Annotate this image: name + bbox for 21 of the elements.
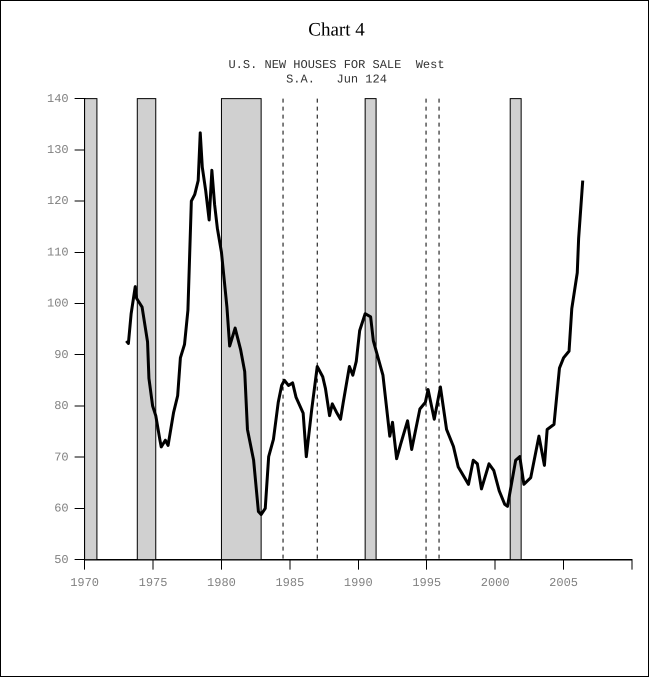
x-tick-label: 1995 — [412, 576, 442, 590]
y-tick-label: 120 — [46, 194, 69, 208]
chart-subtitle: U.S. NEW HOUSES FOR SALE West — [228, 58, 445, 72]
y-tick-label: 50 — [54, 552, 69, 567]
text: S.A. Jun 124 — [286, 72, 387, 87]
chart-title: Chart 4 — [308, 19, 366, 40]
y-tick-label: 90 — [54, 348, 69, 362]
x-tick-label: 1970 — [70, 576, 100, 590]
x-tick-label: 1980 — [207, 576, 236, 590]
x-tick-label: 1975 — [138, 576, 168, 590]
x-tick-label: 2005 — [549, 576, 578, 590]
y-tick-label: 140 — [46, 92, 69, 106]
y-tick-label: 130 — [46, 142, 69, 157]
y-tick-label: 60 — [54, 502, 69, 516]
y-tick-label: 110 — [46, 245, 69, 260]
y-tick-label: 70 — [54, 450, 69, 464]
y-tick-label: 80 — [54, 399, 69, 414]
y-tick-label: 100 — [46, 296, 69, 311]
x-tick-label: 1985 — [275, 576, 304, 590]
x-tick-label: 2000 — [480, 576, 510, 590]
x-tick-label: 1990 — [344, 576, 373, 590]
